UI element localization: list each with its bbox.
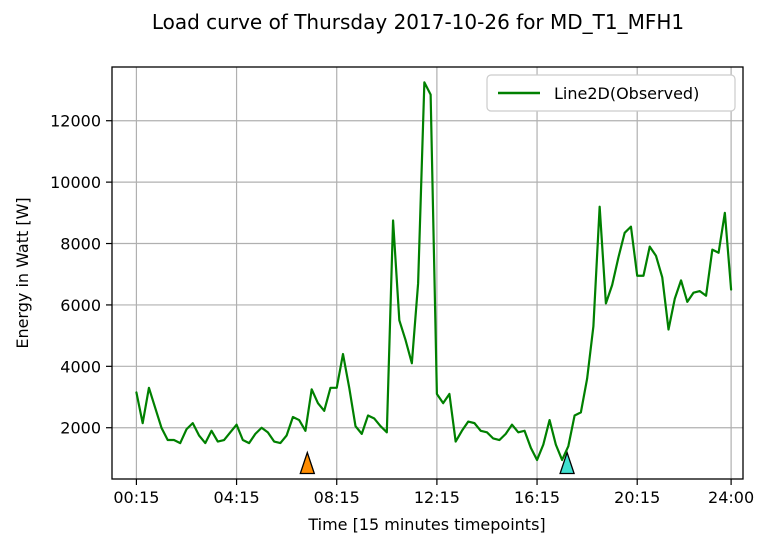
y-tick-label: 2000 (60, 419, 101, 438)
x-tick-label: 16:15 (514, 488, 560, 507)
y-tick-label: 6000 (60, 296, 101, 315)
x-tick-label: 00:15 (113, 488, 159, 507)
series-layer (135, 81, 733, 462)
series-line-observed (135, 81, 733, 462)
legend: Line2D(Observed) (486, 74, 736, 112)
chart-title: Load curve of Thursday 2017-10-26 for MD… (152, 10, 684, 34)
x-axis-label: Time [15 minutes timepoints] (307, 515, 545, 534)
y-tick-label: 12000 (50, 112, 101, 131)
x-tick-label: 08:15 (314, 488, 360, 507)
tick-layer: 00:15 04:15 08:15 12:15 16:15 20:15 24:00 2000 4… (50, 112, 754, 507)
y-tick-label: 8000 (60, 235, 101, 254)
y-tick-label: 10000 (50, 173, 101, 192)
marker-triangle-orange (299, 450, 316, 475)
grid-layer (112, 67, 743, 479)
marker-layer (299, 450, 575, 475)
legend-box (486, 74, 736, 112)
y-axis-label: Energy in Watt [W] (13, 197, 32, 348)
x-tick-label: 04:15 (214, 488, 260, 507)
x-tick-label: 24:00 (708, 488, 754, 507)
y-tick-label: 4000 (60, 357, 101, 376)
x-tick-label: 12:15 (414, 488, 460, 507)
legend-label-observed: Line2D(Observed) (554, 84, 699, 103)
x-tick-label: 20:15 (614, 488, 660, 507)
marker-triangle-turquoise (559, 450, 575, 475)
plot-frame (111, 66, 744, 480)
